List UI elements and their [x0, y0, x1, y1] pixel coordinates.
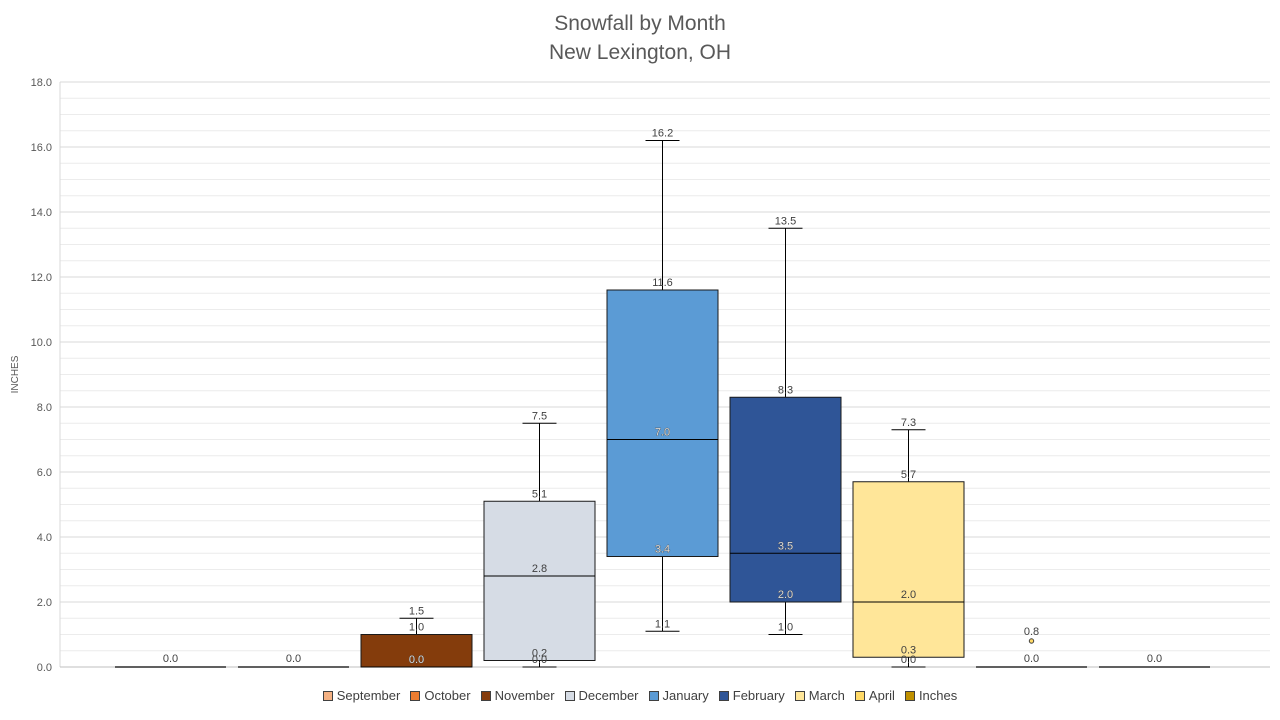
legend-label: April [868, 688, 895, 703]
legend-item: January [648, 688, 709, 703]
legend-swatch [564, 690, 575, 701]
data-label: 5.1 [532, 488, 547, 500]
data-label: 2.8 [532, 563, 547, 575]
legend-item: Inches [904, 688, 958, 703]
legend-item: February [718, 688, 785, 703]
data-label: 7.3 [901, 417, 916, 429]
legend-label: February [732, 688, 785, 703]
box-january [606, 289, 719, 557]
data-label: 3.4 [655, 544, 670, 556]
data-label: 1.1 [655, 618, 670, 630]
chart-title: Snowfall by Month [554, 12, 726, 35]
data-label: 13.5 [775, 215, 796, 227]
data-label: 0.0 [163, 653, 178, 665]
y-tick-label: 10.0 [31, 337, 52, 349]
legend-label: October [424, 688, 471, 703]
data-label: 2.0 [901, 589, 916, 601]
legend-swatch [648, 690, 659, 701]
legend-swatch [718, 690, 729, 701]
data-label: 0.0 [901, 654, 916, 666]
y-tick-label: 18.0 [31, 77, 52, 89]
legend-swatch [794, 690, 805, 701]
legend-item: September [322, 688, 401, 703]
legend-item: March [794, 688, 845, 703]
legend-swatch [904, 690, 915, 701]
legend-label: January [662, 688, 709, 703]
box-december [483, 500, 596, 661]
legend-swatch [854, 690, 865, 701]
data-label: 0.0 [532, 654, 547, 666]
chart-subtitle: New Lexington, OH [548, 41, 732, 64]
box-february [729, 396, 842, 603]
data-label: 1.5 [409, 605, 424, 617]
y-tick-label: 8.0 [37, 402, 52, 414]
y-tick-label: 4.0 [37, 532, 52, 544]
y-tick-label: 14.0 [31, 207, 52, 219]
y-tick-label: 16.0 [31, 142, 52, 154]
data-label: 3.5 [778, 540, 793, 552]
data-label: 7.0 [655, 427, 670, 439]
data-label: 0.2 [532, 648, 547, 660]
legend-item: November [480, 688, 555, 703]
legend-label: March [808, 688, 845, 703]
data-label: 8.3 [778, 384, 793, 396]
y-tick-label: 2.0 [37, 597, 52, 609]
legend-item: October [410, 688, 471, 703]
box-march [852, 481, 965, 658]
data-label: 0.0 [1147, 653, 1162, 665]
data-label: 1.0 [409, 622, 424, 634]
y-axis-title: INCHES [10, 355, 21, 393]
legend-item: April [854, 688, 895, 703]
data-label: 11.6 [652, 277, 673, 289]
data-label: 7.5 [532, 410, 547, 422]
legend-swatch [480, 690, 491, 701]
y-tick-label: 12.0 [31, 272, 52, 284]
data-label: 5.7 [901, 469, 916, 481]
data-label: 1.0 [778, 622, 793, 634]
legend-item: December [564, 688, 639, 703]
data-label: 0.0 [409, 654, 424, 666]
legend-label: September [336, 688, 401, 703]
outlier-point [1028, 638, 1035, 644]
y-tick-label: 0.0 [37, 662, 52, 674]
legend-label: Inches [918, 688, 958, 703]
data-label: 0.3 [901, 644, 916, 656]
data-label: 0.0 [1024, 653, 1039, 665]
data-label: 2.0 [778, 589, 793, 601]
y-tick-label: 6.0 [37, 467, 52, 479]
data-label: 0.8 [1024, 626, 1039, 638]
data-label: 16.2 [652, 128, 673, 140]
data-label: 0.0 [286, 653, 301, 665]
legend-swatch [322, 690, 333, 701]
legend-swatch [410, 690, 421, 701]
legend-label: November [494, 688, 555, 703]
chart-legend: September October November December January F… [0, 688, 1280, 703]
legend-label: December [578, 688, 639, 703]
